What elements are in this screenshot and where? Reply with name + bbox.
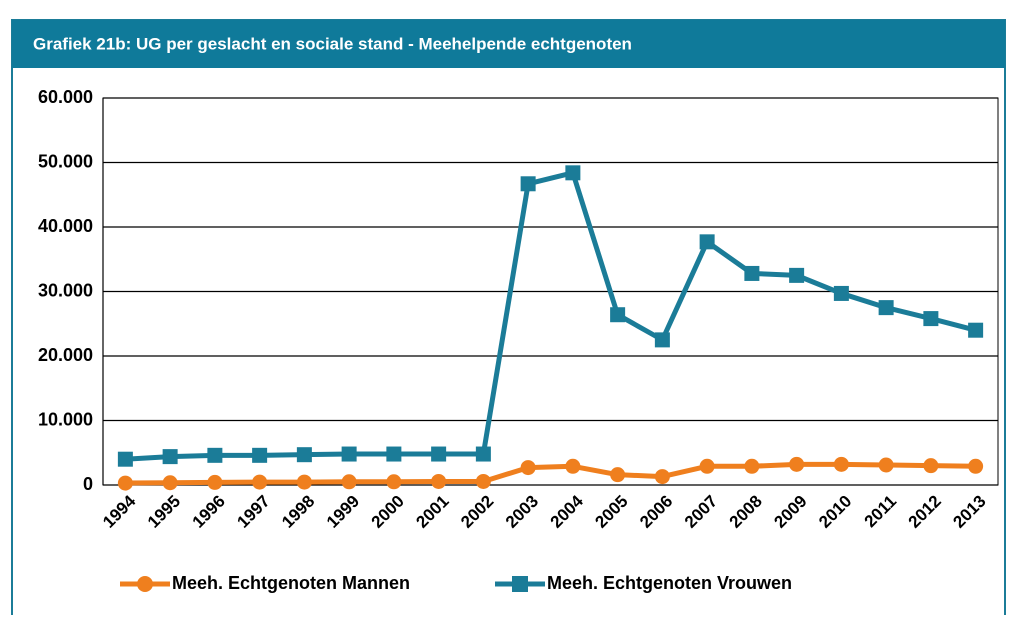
marker: [296, 474, 312, 490]
marker: [475, 473, 491, 489]
marker: [207, 447, 223, 463]
plot-border: [102, 97, 999, 486]
y-tick-label: 50.000: [38, 151, 93, 171]
marker: [520, 460, 536, 476]
marker: [699, 234, 715, 250]
marker: [162, 449, 178, 465]
marker: [565, 165, 581, 181]
marker: [252, 447, 268, 463]
marker: [878, 300, 894, 316]
y-tick-label: 20.000: [38, 345, 93, 365]
marker: [207, 474, 223, 490]
marker: [878, 457, 894, 473]
marker: [833, 285, 849, 301]
frame: [11, 19, 1006, 620]
marker: [117, 475, 133, 491]
marker: [117, 451, 133, 467]
y-tick-label: 60.000: [38, 87, 93, 107]
marker: [654, 332, 670, 348]
marker: [520, 176, 536, 192]
marker: [610, 467, 626, 483]
marker: [431, 473, 447, 489]
y-tick-label: 10.000: [38, 409, 93, 429]
marker: [341, 446, 357, 462]
marker: [744, 265, 760, 281]
marker: [386, 446, 402, 462]
legend-label: Meeh. Echtgenoten Mannen: [172, 573, 410, 593]
legend-label: Meeh. Echtgenoten Vrouwen: [547, 573, 792, 593]
marker: [923, 311, 939, 327]
chart-title: Grafiek 21b: UG per geslacht en sociale …: [33, 34, 632, 53]
marker: [789, 267, 805, 283]
legend-marker: [512, 576, 528, 592]
marker: [341, 474, 357, 490]
marker: [968, 322, 984, 338]
marker: [610, 307, 626, 323]
marker: [386, 474, 402, 490]
marker: [789, 456, 805, 472]
marker: [565, 458, 581, 474]
marker: [744, 458, 760, 474]
marker: [968, 458, 984, 474]
marker: [296, 447, 312, 463]
marker: [923, 458, 939, 474]
y-tick-label: 30.000: [38, 280, 93, 300]
marker: [475, 446, 491, 462]
marker: [431, 446, 447, 462]
marker: [654, 469, 670, 485]
marker: [252, 474, 268, 490]
y-tick-label: 40.000: [38, 216, 93, 236]
marker: [162, 475, 178, 491]
header: [12, 20, 1005, 68]
marker: [833, 456, 849, 472]
marker: [699, 458, 715, 474]
y-tick-label: 0: [83, 474, 93, 494]
legend-marker: [137, 576, 153, 592]
